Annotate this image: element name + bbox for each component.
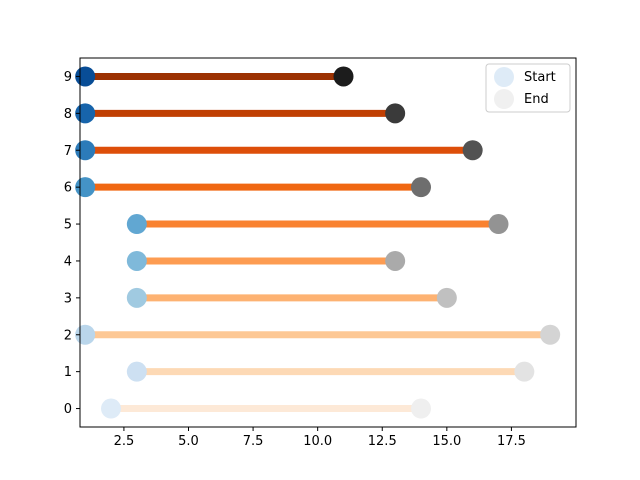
axes-frame — [79, 57, 577, 428]
y-tick-label: 1 — [64, 365, 72, 380]
end-point-4 — [385, 250, 406, 271]
start-point-4 — [126, 250, 147, 271]
end-point-6 — [411, 177, 431, 198]
end-point-9 — [333, 66, 354, 87]
start-point-3 — [126, 287, 147, 308]
legend-end-label: End — [524, 92, 549, 107]
legend-end-marker — [494, 89, 514, 109]
start-point-5 — [126, 214, 147, 235]
end-point-1 — [514, 361, 535, 382]
x-tick-label: 5.0 — [178, 434, 199, 449]
x-tick-label: 17.5 — [497, 434, 526, 449]
end-point-7 — [462, 140, 483, 161]
y-tick-label: 0 — [64, 402, 72, 417]
start-point-1 — [126, 361, 147, 382]
x-tick-label: 2.5 — [114, 434, 135, 449]
y-tick-label: 8 — [64, 107, 72, 122]
y-tick-label: 3 — [64, 291, 72, 306]
end-point-5 — [488, 214, 509, 235]
x-axis: 2.5 5.0 7.5 10.0 12.5 15.0 17.5 — [114, 427, 526, 449]
y-tick-label: 2 — [64, 328, 72, 343]
y-tick-label: 6 — [64, 181, 72, 196]
legend-start-marker — [494, 67, 514, 87]
x-tick-label: 7.5 — [243, 434, 264, 449]
end-point-0 — [411, 398, 431, 419]
end-point-8 — [385, 103, 406, 124]
y-tick-label: 9 — [64, 70, 72, 85]
legend-start-label: Start — [524, 70, 556, 85]
end-point-3 — [436, 287, 457, 308]
x-tick-label: 12.5 — [368, 434, 397, 449]
x-tick-label: 10.0 — [303, 434, 332, 449]
y-axis: 0 1 2 3 4 5 6 7 8 9 — [64, 70, 80, 417]
y-tick-label: 7 — [64, 144, 72, 159]
y-tick-label: 5 — [64, 218, 72, 233]
end-point-2 — [540, 324, 561, 345]
legend: Start End — [485, 63, 571, 113]
start-point-0 — [101, 398, 121, 419]
y-tick-label: 4 — [64, 254, 72, 269]
x-tick-label: 15.0 — [432, 434, 461, 449]
plot-area — [75, 66, 561, 419]
